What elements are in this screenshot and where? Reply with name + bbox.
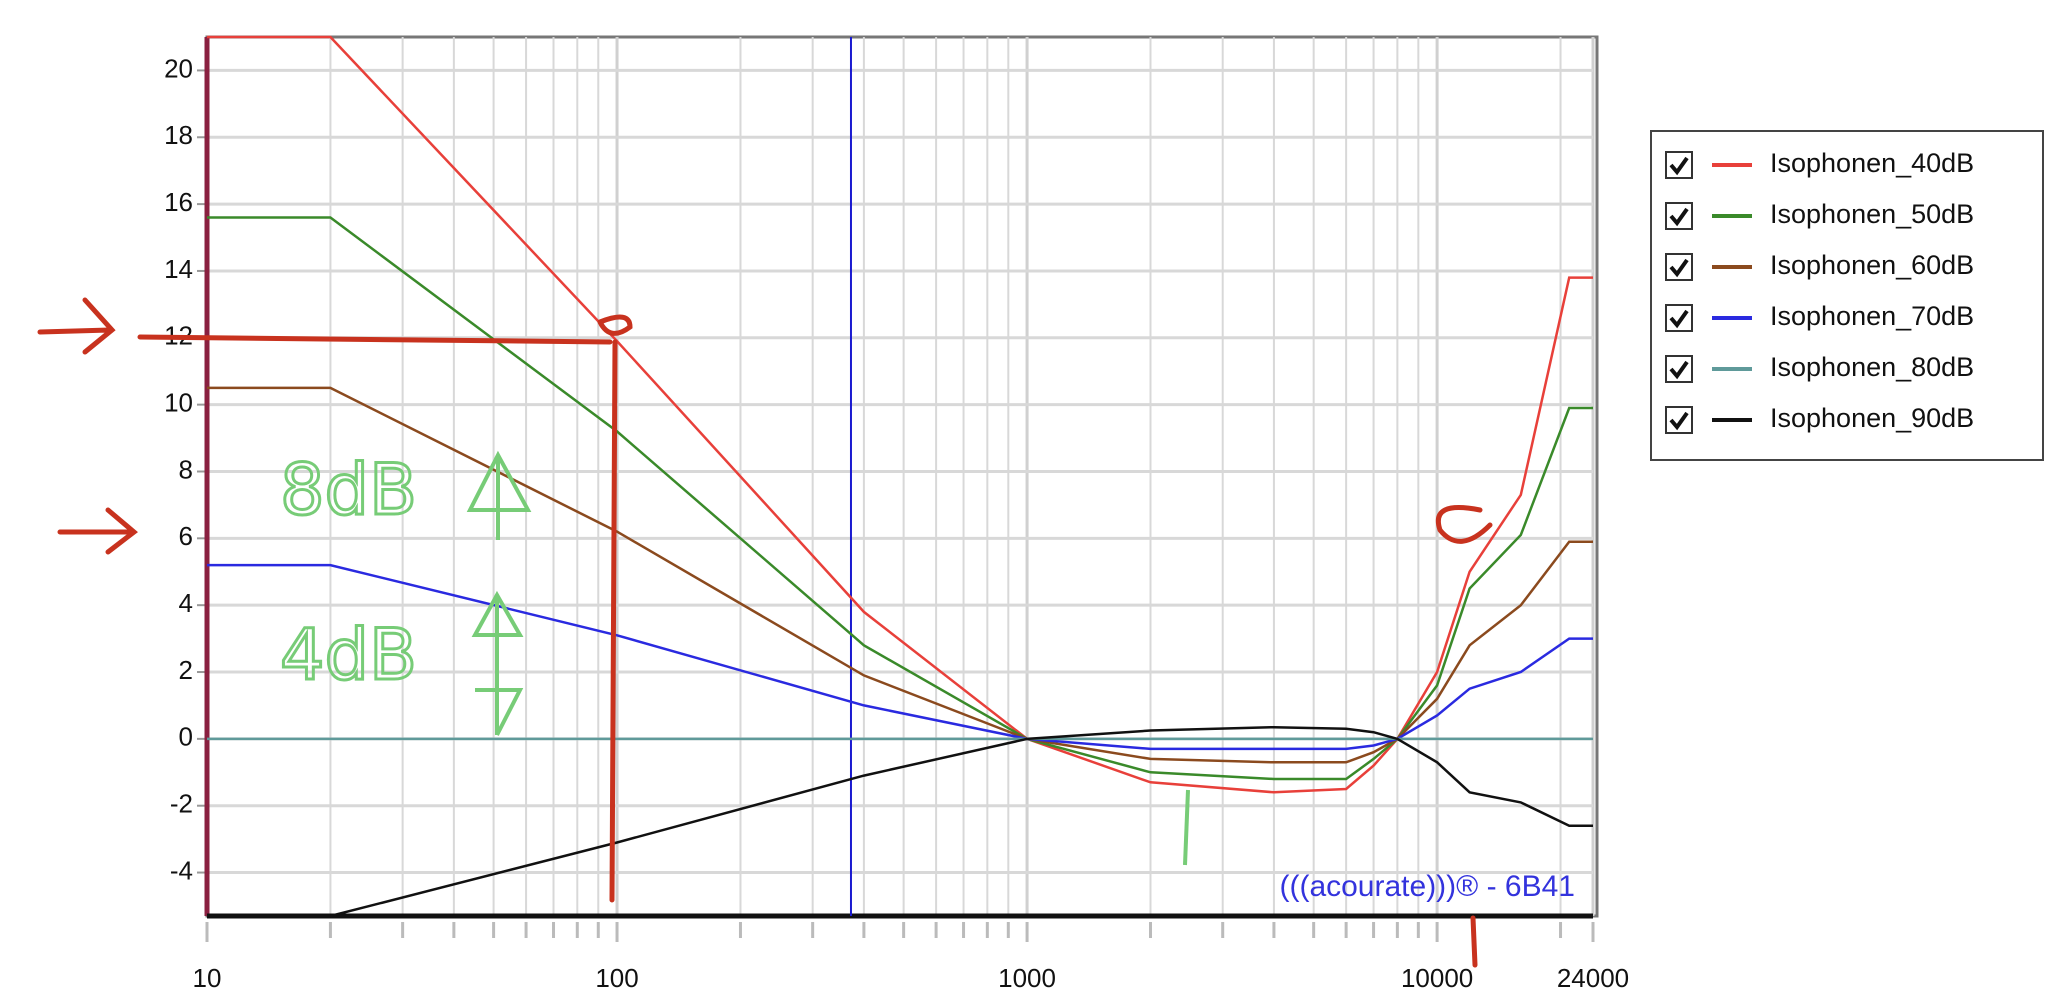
y-tick-label: 4 (179, 588, 193, 618)
hand-arrow (471, 590, 524, 736)
legend-box (1650, 130, 2044, 461)
legend-checkbox (1665, 304, 1693, 332)
hand-arrow (57, 507, 138, 555)
legend-check (1669, 360, 1689, 380)
hand-line (137, 334, 618, 903)
series-line (207, 725, 1593, 918)
annotation: 8dB (280, 449, 417, 531)
watermark: (((acourate)))® - 6B41 (1279, 870, 1575, 903)
handwritten-green (466, 450, 1190, 866)
y-tick-label: 14 (164, 254, 193, 284)
hand-tick (1470, 915, 1478, 968)
x-tick-label: 100 (595, 963, 638, 993)
series-line (207, 35, 1593, 794)
hand-arrow (37, 297, 116, 355)
legend-checkbox (1665, 151, 1693, 179)
legend-label: Isophonen_50dB (1770, 199, 1974, 229)
legend-label: Isophonen_60dB (1770, 250, 1974, 280)
y-tick-label: 8 (179, 454, 193, 484)
y-tick-label: 10 (164, 388, 193, 418)
legend-checkbox (1665, 406, 1693, 434)
legend-checkbox (1665, 355, 1693, 383)
x-tick-label: 10 (193, 963, 222, 993)
legend-label: Isophonen_70dB (1770, 301, 1974, 331)
y-tick-label: 16 (164, 187, 193, 217)
hand-arrow (466, 450, 532, 540)
series-line (207, 216, 1593, 781)
annotation: 4dB (280, 614, 417, 696)
handwritten-marks (37, 297, 1493, 968)
series-line (207, 563, 1593, 751)
y-tick-label: -4 (170, 855, 193, 885)
plot-frame (205, 35, 1599, 918)
y-tick-label: 18 (164, 120, 193, 150)
legend-label: Isophonen_90dB (1770, 403, 1974, 433)
hand-circle (597, 314, 633, 336)
series-line (207, 386, 1593, 764)
y-tick-label: -2 (170, 789, 193, 819)
legend-check (1669, 411, 1689, 431)
legend-check (1669, 309, 1689, 329)
y-tick-label: 20 (164, 53, 193, 83)
legend-check (1669, 156, 1689, 176)
legend-label: Isophonen_80dB (1770, 352, 1974, 382)
hand-tick (1183, 789, 1190, 866)
legend-check (1669, 207, 1689, 227)
hand-circle (1436, 505, 1493, 544)
legend-label: Isophonen_40dB (1770, 148, 1974, 178)
y-tick-label: 0 (179, 722, 193, 752)
x-tick-label: 10000 (1401, 963, 1473, 993)
legend-checkbox (1665, 253, 1693, 281)
legend-checkbox (1665, 202, 1693, 230)
x-tick-label: 24000 (1557, 963, 1629, 993)
legend: Isophonen_40dB Isophonen_50dB Isophonen_60… (1650, 130, 2044, 461)
legend-check (1669, 258, 1689, 278)
y-tick-label: 6 (179, 521, 193, 551)
y-tick-label: 2 (179, 655, 193, 685)
x-tick-label: 1000 (998, 963, 1056, 993)
